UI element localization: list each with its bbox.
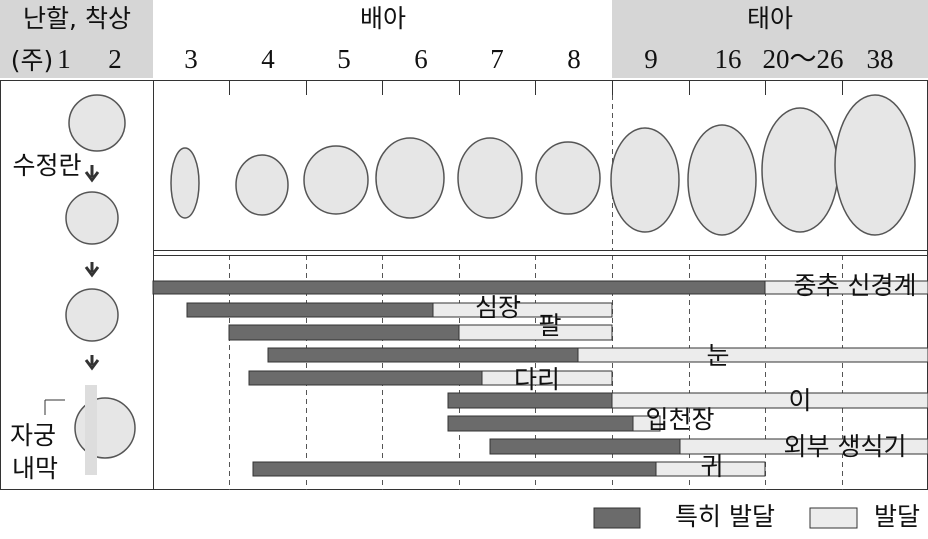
critical-bar	[152, 280, 766, 295]
header-left	[0, 0, 153, 78]
legend-swatch	[593, 507, 641, 529]
embryo-label: 배아	[360, 4, 406, 33]
endometrium-label: 자궁	[10, 421, 56, 450]
header-right	[612, 0, 928, 78]
development-bar	[764, 280, 928, 295]
week-label: 20～26	[763, 44, 844, 74]
critical-bar	[186, 302, 434, 318]
development-bar	[432, 302, 613, 318]
legend-label: 발달	[874, 502, 920, 531]
organ-label: 귀	[700, 452, 723, 481]
organ-label: 외부 생식기	[784, 432, 907, 461]
organ-label: 팔	[538, 311, 561, 340]
critical-bar	[248, 370, 483, 386]
week-label: 2	[108, 44, 122, 74]
critical-bar	[447, 392, 613, 409]
week-label: 1	[57, 44, 71, 74]
week-label: 3	[184, 44, 198, 74]
week-label: 5	[337, 44, 351, 74]
organ-label: 눈	[706, 341, 729, 370]
development-bar	[458, 324, 613, 341]
week-labels: 1 2 3 4 5 6 7 8 9 16 20～26 38	[57, 44, 893, 74]
embryo-images	[170, 94, 916, 236]
organ-label: 입천장	[645, 405, 714, 434]
cleavage-images	[44, 94, 136, 475]
critical-bar	[447, 415, 634, 432]
organ-label: 중추 신경계	[794, 271, 917, 300]
critical-bar	[252, 461, 657, 477]
legend-swatch	[809, 507, 858, 529]
organ-label: 다리	[514, 365, 560, 394]
week-label: 6	[414, 44, 428, 74]
critical-bar	[489, 438, 681, 455]
zygote-label: 수정란	[12, 151, 81, 180]
bars	[152, 280, 928, 477]
development-bar	[679, 438, 928, 455]
fetus-label: 태아	[747, 4, 793, 33]
development-bar	[655, 461, 766, 477]
week-label: 38	[867, 44, 894, 74]
week-label: 4	[261, 44, 275, 74]
endometrium-label: 내막	[12, 454, 58, 483]
week-label: 8	[567, 44, 581, 74]
development-bar	[481, 370, 613, 386]
critical-bar	[228, 324, 460, 341]
cleavage-label: 난할, 착상	[23, 4, 131, 33]
critical-bar	[267, 347, 579, 363]
legend-label: 특히 발달	[675, 502, 775, 531]
organ-label: 심장	[475, 293, 521, 322]
week-label: 7	[490, 44, 504, 74]
organ-label: 이	[788, 386, 811, 415]
week-label: 16	[715, 44, 742, 74]
development-bar	[611, 392, 928, 409]
development-bar	[632, 415, 661, 432]
week-label: 9	[644, 44, 658, 74]
development-bar	[577, 347, 928, 363]
week-unit: (주)	[11, 46, 54, 75]
